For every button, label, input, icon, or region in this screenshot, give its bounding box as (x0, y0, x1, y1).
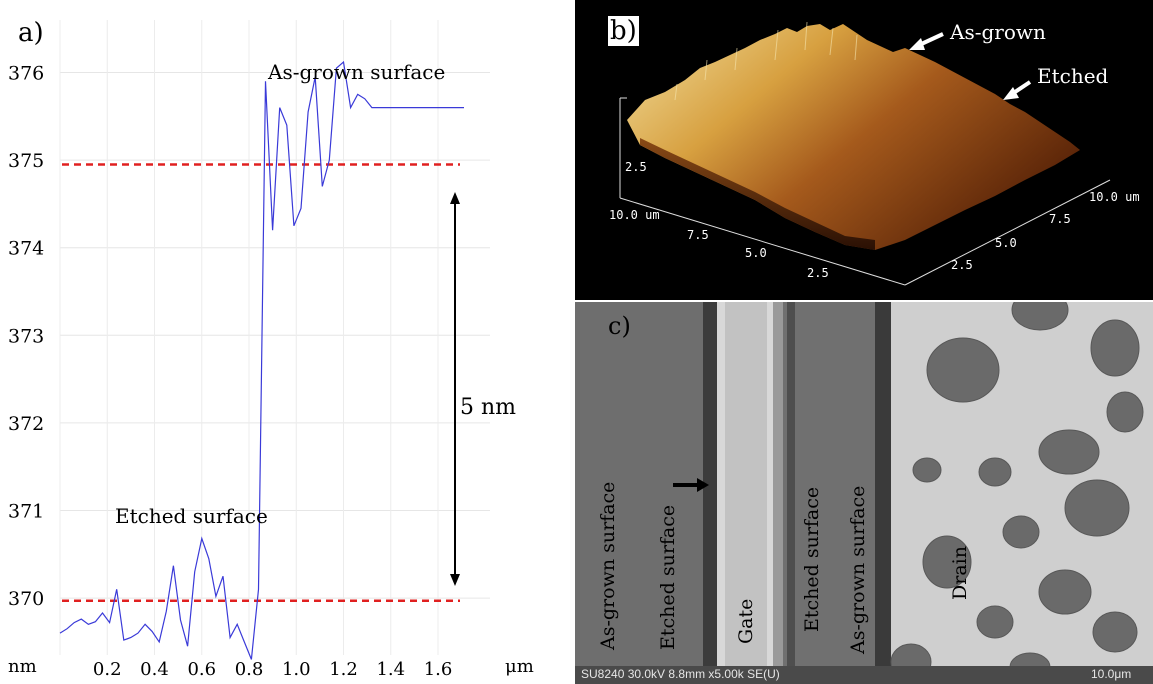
y-tick-label: 373 (8, 325, 44, 347)
left-axis-tick-7.5: 7.5 (687, 228, 709, 242)
y-tick-label: 376 (8, 63, 44, 85)
right-axis-tick-10: 10.0 um (1089, 190, 1140, 204)
chart-panel-a: 376 375 374 373 372 371 370 0.2 0.4 0.6 0.8 1.0 1.2… (8, 20, 490, 680)
x-tick-label: 1.6 (424, 659, 453, 680)
etched-surface-label: Etched surface (115, 504, 268, 528)
sem-scale-bar-label: 10.0μm (1091, 667, 1132, 681)
y-tick-label: 374 (8, 238, 44, 260)
x-tick-label: 1.2 (329, 659, 358, 680)
x-tick-label: 0.8 (235, 659, 264, 680)
as-grown-arrow (909, 32, 944, 50)
right-axis-tick-7.5: 7.5 (1049, 212, 1071, 226)
x-tick-label: 1.0 (282, 659, 311, 680)
panel-label-c: c) (608, 312, 631, 340)
x-axis-left-unit: nm (8, 656, 37, 677)
y-tick-label: 372 (8, 413, 44, 435)
afm-3d-image-panel: b) As-grown Etched 2.5 10.0 um 7.5 5.0 2… (575, 0, 1153, 300)
as-grown-label: As-grown (950, 20, 1046, 44)
afm-terrain-surface (627, 24, 1080, 250)
step-height-arrow (450, 192, 460, 586)
x-tick-label: 0.2 (93, 659, 122, 680)
sem-label-etched-right: Etched surface (801, 486, 823, 632)
gate-edge-arrow (673, 478, 709, 492)
x-axis-unit: μm (505, 656, 534, 677)
panel-label-a: a) (18, 18, 44, 48)
z-tick: 2.5 (625, 160, 647, 174)
etched-label: Etched (1037, 64, 1109, 88)
y-tick-label: 375 (8, 150, 44, 172)
panel-label-b: b) (608, 16, 639, 46)
x-tick-label: 0.4 (140, 659, 169, 680)
right-axis-tick-2.5: 2.5 (951, 258, 973, 272)
sem-label-gate: Gate (735, 598, 757, 644)
y-tick-label: 371 (8, 500, 44, 522)
left-axis-tick-10: 10.0 um (609, 208, 660, 222)
x-tick-label: 1.4 (376, 659, 405, 680)
as-grown-surface-label: As-grown surface (268, 60, 446, 84)
sem-label-drain: Drain (949, 546, 971, 600)
x-tick-label: 0.6 (187, 659, 216, 680)
sem-image-panel: c) As-grown surface Etched surface Gate … (575, 302, 1153, 684)
sem-label-etched-left: Etched surface (657, 504, 679, 650)
left-axis-tick-5: 5.0 (745, 246, 767, 260)
sem-info-bar: SU8240 30.0kV 8.8mm x5.00k SE(U) (581, 667, 780, 681)
etched-arrow (1003, 80, 1032, 100)
right-axis-tick-5: 5.0 (995, 236, 1017, 250)
sem-label-as-grown-left: As-grown surface (597, 481, 619, 650)
sem-label-as-grown-right: As-grown surface (847, 485, 869, 654)
y-tick-label: 370 (8, 588, 44, 610)
profile-line (59, 60, 464, 660)
left-axis-tick-2.5: 2.5 (807, 266, 829, 280)
step-height-label: 5 nm (460, 395, 517, 420)
